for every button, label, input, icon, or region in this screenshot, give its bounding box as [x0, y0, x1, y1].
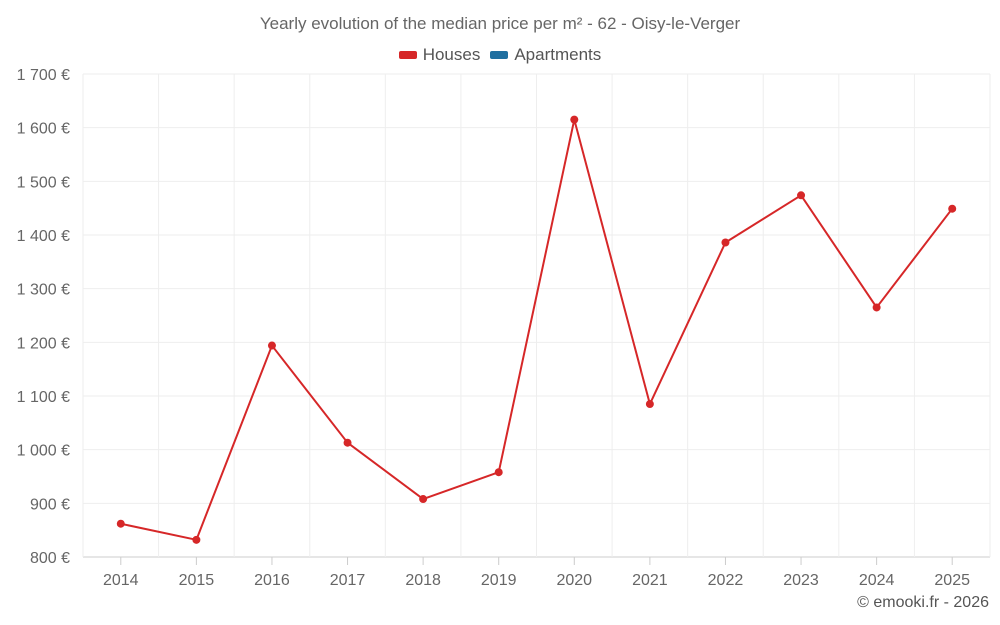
- x-tick-label: 2021: [632, 572, 668, 589]
- y-tick-label: 1 400 €: [17, 228, 70, 245]
- x-tick-label: 2017: [330, 572, 366, 589]
- x-tick-label: 2020: [556, 572, 592, 589]
- x-tick-label: 2018: [405, 572, 441, 589]
- data-point-houses[interactable]: [192, 535, 201, 544]
- data-point-houses[interactable]: [267, 341, 276, 350]
- x-tick-label: 2023: [783, 572, 819, 589]
- data-point-houses[interactable]: [948, 204, 957, 213]
- footer-credit: © emooki.fr - 2026: [857, 594, 989, 611]
- y-tick-label: 1 100 €: [17, 389, 70, 406]
- x-tick-label: 2016: [254, 572, 290, 589]
- legend-item-apartments[interactable]: Apartments: [490, 45, 601, 65]
- y-tick-label: 1 700 €: [17, 67, 70, 84]
- data-point-houses[interactable]: [721, 238, 730, 247]
- y-tick-label: 1 200 €: [17, 335, 70, 352]
- y-tick-label: 1 600 €: [17, 121, 70, 138]
- x-tick-label: 2014: [103, 572, 139, 589]
- data-point-houses[interactable]: [797, 191, 806, 200]
- y-tick-label: 1 500 €: [17, 174, 70, 191]
- x-tick-label: 2019: [481, 572, 517, 589]
- y-tick-label: 800 €: [30, 550, 70, 567]
- legend-swatch-houses: [398, 51, 417, 59]
- y-tick-label: 1 000 €: [17, 443, 70, 460]
- legend-swatch-apartments: [490, 51, 509, 59]
- series-line-houses: [120, 118, 954, 541]
- data-point-houses[interactable]: [116, 519, 125, 528]
- data-point-houses[interactable]: [343, 438, 352, 447]
- chart-title: Yearly evolution of the median price per…: [259, 14, 741, 33]
- x-tick-label: 2022: [708, 572, 744, 589]
- x-tick-label: 2024: [859, 572, 895, 589]
- y-tick-label: 900 €: [30, 496, 70, 513]
- legend-label-houses: Houses: [422, 45, 481, 64]
- legend-label-apartments: Apartments: [514, 45, 602, 64]
- x-tick-label: 2025: [934, 572, 970, 589]
- axis-layer: 800 € 900 € 1 000 € 1 100 € 1 200 € 1 300 € 1 …: [17, 67, 970, 589]
- chart-legend: Houses Apartments: [0, 45, 1000, 65]
- legend-item-houses[interactable]: Houses: [398, 45, 481, 65]
- data-point-houses[interactable]: [872, 303, 881, 312]
- data-point-houses[interactable]: [419, 495, 428, 504]
- x-tick-label: 2015: [179, 572, 215, 589]
- data-point-houses[interactable]: [645, 400, 654, 409]
- data-point-houses[interactable]: [570, 115, 579, 124]
- grid-layer: [82, 73, 991, 558]
- series-layer: [116, 115, 957, 544]
- data-point-houses[interactable]: [494, 468, 503, 477]
- y-tick-label: 1 300 €: [17, 282, 70, 299]
